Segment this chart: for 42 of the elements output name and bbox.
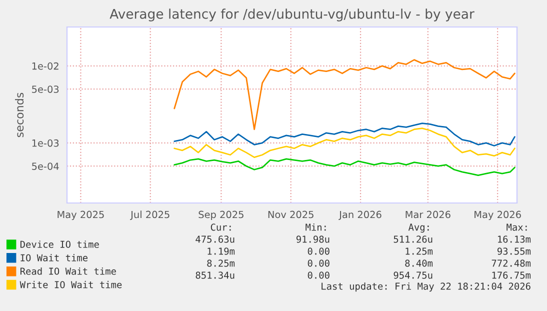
- text: 91.98u: [296, 236, 330, 243]
- x-tick-label: May 2025: [58, 210, 104, 220]
- text: 8.40m: [405, 260, 433, 267]
- text: 1.25m: [406, 248, 433, 255]
- x-tick-label: Mar 2026: [406, 210, 450, 218]
- legend-label: IO Wait time: [20, 254, 88, 262]
- text: 176.75m: [492, 272, 531, 279]
- text: Min:: [306, 223, 326, 231]
- legend-label: Write IO Wait time: [20, 280, 122, 288]
- line-series: [174, 59, 516, 130]
- text: Max:: [506, 224, 527, 231]
- chart-title: Average latency for /dev/ubuntu-vg/ubuntu-lv - by year: [110, 8, 474, 22]
- x-tick-label: Nov 2025: [268, 210, 314, 218]
- text: 8.25m: [207, 260, 235, 267]
- text: Cur:: [210, 224, 231, 231]
- x-tick-label: Jan 2026: [338, 210, 382, 220]
- text: 1.19m: [208, 248, 235, 255]
- legend-label: Read IO Wait time: [20, 267, 116, 275]
- text: 93.55m: [497, 248, 531, 255]
- text: 0.00: [308, 272, 330, 279]
- line-series: [174, 122, 516, 146]
- text: Last update: Fri May 22 18:21:04 2026: [322, 282, 530, 292]
- y-tick-label: 1e-03: [32, 139, 59, 147]
- text: 954.75u: [394, 272, 432, 279]
- x-tick-label: Sep 2025: [198, 210, 244, 220]
- text: 16.13m: [498, 236, 531, 243]
- text: 511.26u: [394, 236, 432, 243]
- y-axis-title: seconds: [15, 92, 24, 138]
- text: 0.00: [308, 260, 330, 267]
- y-tick-label: 5e-04: [32, 162, 59, 170]
- legend-label: Device IO time: [20, 240, 99, 248]
- line-series: [174, 158, 516, 176]
- text: 772.48m: [492, 260, 531, 267]
- text: 0.00: [308, 248, 330, 255]
- line-series: [174, 128, 516, 158]
- text: 475.63u: [196, 236, 234, 243]
- text: Avg:: [408, 224, 429, 233]
- y-tick-label: 1e-02: [32, 62, 58, 70]
- x-tick-label: Jul 2025: [130, 210, 170, 220]
- y-tick-label: 5e-03: [32, 86, 59, 93]
- text: 851.34u: [196, 272, 234, 279]
- x-tick-label: May 2026: [474, 210, 521, 220]
